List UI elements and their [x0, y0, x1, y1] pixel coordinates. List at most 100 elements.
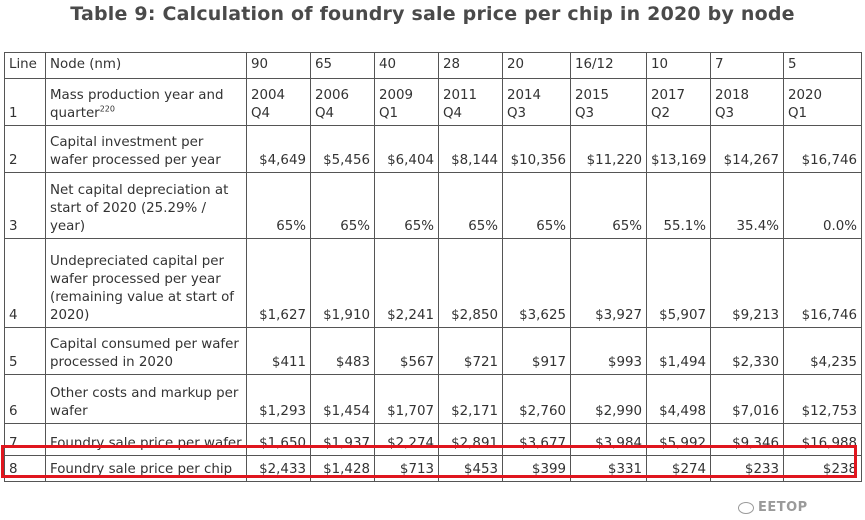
value-cell: $993	[570, 327, 647, 375]
year-quarter-cell: 2004 Q4	[246, 78, 311, 126]
table-row: 2 Capital investment per wafer processed …	[4, 125, 862, 173]
value-cell: $7,016	[710, 374, 784, 424]
value-cell: $567	[374, 327, 439, 375]
header-row: Line Node (nm) 90 65 40 28 20 16/12 10 7…	[4, 52, 862, 79]
row-label-text: Mass production year and quarter	[50, 88, 224, 121]
year: 2017	[651, 88, 686, 103]
year: 2009	[379, 88, 414, 103]
year: 2018	[715, 88, 750, 103]
value-cell: $12,753	[783, 374, 862, 424]
year-quarter-cell: 2020 Q1	[783, 78, 862, 126]
quarter: Q1	[379, 106, 399, 121]
year: 2006	[315, 88, 350, 103]
value-cell: $2,990	[570, 374, 647, 424]
year: 2014	[507, 88, 542, 103]
quarter: Q4	[315, 106, 335, 121]
value-cell: $917	[502, 327, 571, 375]
value-cell: $4,649	[246, 125, 311, 173]
value-cell: $1,494	[646, 327, 711, 375]
value-cell: $1,627	[246, 238, 311, 328]
value-cell: $1,293	[246, 374, 311, 424]
value-cell: $2,891	[438, 423, 503, 456]
quarter: Q3	[715, 106, 735, 121]
year: 2011	[443, 88, 478, 103]
value-cell: $11,220	[570, 125, 647, 173]
row-label: Undepreciated capital per wafer processe…	[45, 238, 247, 328]
value-cell: $411	[246, 327, 311, 375]
line-number: 4	[4, 238, 46, 328]
value-cell: $1,910	[310, 238, 375, 328]
watermark: EETOP	[736, 500, 810, 515]
value-cell: $14,267	[710, 125, 784, 173]
value-cell: $2,241	[374, 238, 439, 328]
value-cell: $8,144	[438, 125, 503, 173]
table-row: 6 Other costs and markup per wafer $1,293 $…	[4, 374, 862, 424]
line-number: 5	[4, 327, 46, 375]
header-node-value: 40	[374, 52, 439, 79]
year: 2020	[788, 88, 823, 103]
quarter: Q2	[651, 106, 671, 121]
table-row: 4 Undepreciated capital per wafer process…	[4, 238, 862, 328]
foundry-price-table: Line Node (nm) 90 65 40 28 20 16/12 10 7…	[4, 52, 862, 482]
value-cell: $2,274	[374, 423, 439, 456]
year-quarter-cell: 2018 Q3	[710, 78, 784, 126]
value-cell: $16,746	[783, 238, 862, 328]
quarter: Q3	[507, 106, 527, 121]
quarter: Q3	[575, 106, 595, 121]
value-cell: $721	[438, 327, 503, 375]
value-cell: $9,213	[710, 238, 784, 328]
header-node-value: 7	[710, 52, 784, 79]
year-quarter-cell: 2009 Q1	[374, 78, 439, 126]
row-label: Capital investment per wafer processed p…	[45, 125, 247, 173]
year-quarter-cell: 2006 Q4	[310, 78, 375, 126]
quarter: Q4	[443, 106, 463, 121]
highlight-box	[1, 445, 857, 478]
header-node-value: 20	[502, 52, 571, 79]
value-cell: 65%	[374, 172, 439, 239]
year-quarter-cell: 2015 Q3	[570, 78, 647, 126]
line-number: 3	[4, 172, 46, 239]
value-cell: $6,404	[374, 125, 439, 173]
value-cell: $2,850	[438, 238, 503, 328]
year-quarter-cell: 2014 Q3	[502, 78, 571, 126]
table-row: 3 Net capital depreciation at start of 20…	[4, 172, 862, 239]
table-row: 5 Capital consumed per wafer processed in…	[4, 327, 862, 375]
value-cell: 35.4%	[710, 172, 784, 239]
value-cell: 65%	[438, 172, 503, 239]
value-cell: $4,498	[646, 374, 711, 424]
row-label: Net capital depreciation at start of 202…	[45, 172, 247, 239]
header-node: Node (nm)	[45, 52, 247, 79]
value-cell: $3,927	[570, 238, 647, 328]
value-cell: $2,171	[438, 374, 503, 424]
year: 2004	[251, 88, 286, 103]
line-number: 1	[4, 78, 46, 126]
year-quarter-cell: 2011 Q4	[438, 78, 503, 126]
row-label: Capital consumed per wafer processed in …	[45, 327, 247, 375]
value-cell: $10,356	[502, 125, 571, 173]
value-cell: 65%	[310, 172, 375, 239]
value-cell: $5,907	[646, 238, 711, 328]
header-line: Line	[4, 52, 46, 79]
value-cell: $1,454	[310, 374, 375, 424]
value-cell: 55.1%	[646, 172, 711, 239]
table-title: Table 9: Calculation of foundry sale pri…	[70, 3, 795, 25]
value-cell: 65%	[246, 172, 311, 239]
value-cell: 65%	[570, 172, 647, 239]
value-cell: $1,707	[374, 374, 439, 424]
value-cell: $4,235	[783, 327, 862, 375]
header-node-value: 28	[438, 52, 503, 79]
header-node-value: 90	[246, 52, 311, 79]
header-node-value: 65	[310, 52, 375, 79]
line-number: 2	[4, 125, 46, 173]
header-node-value: 16/12	[570, 52, 647, 79]
row-label: Mass production year and quarter220	[45, 78, 247, 126]
header-node-value: 10	[646, 52, 711, 79]
year: 2015	[575, 88, 610, 103]
value-cell: $483	[310, 327, 375, 375]
value-cell: $3,984	[570, 423, 647, 456]
line-number: 7	[4, 423, 46, 456]
watermark-text: EETOP	[758, 500, 808, 515]
table-row: 1 Mass production year and quarter220 20…	[4, 78, 862, 126]
line-number: 6	[4, 374, 46, 424]
quarter: Q1	[788, 106, 808, 121]
